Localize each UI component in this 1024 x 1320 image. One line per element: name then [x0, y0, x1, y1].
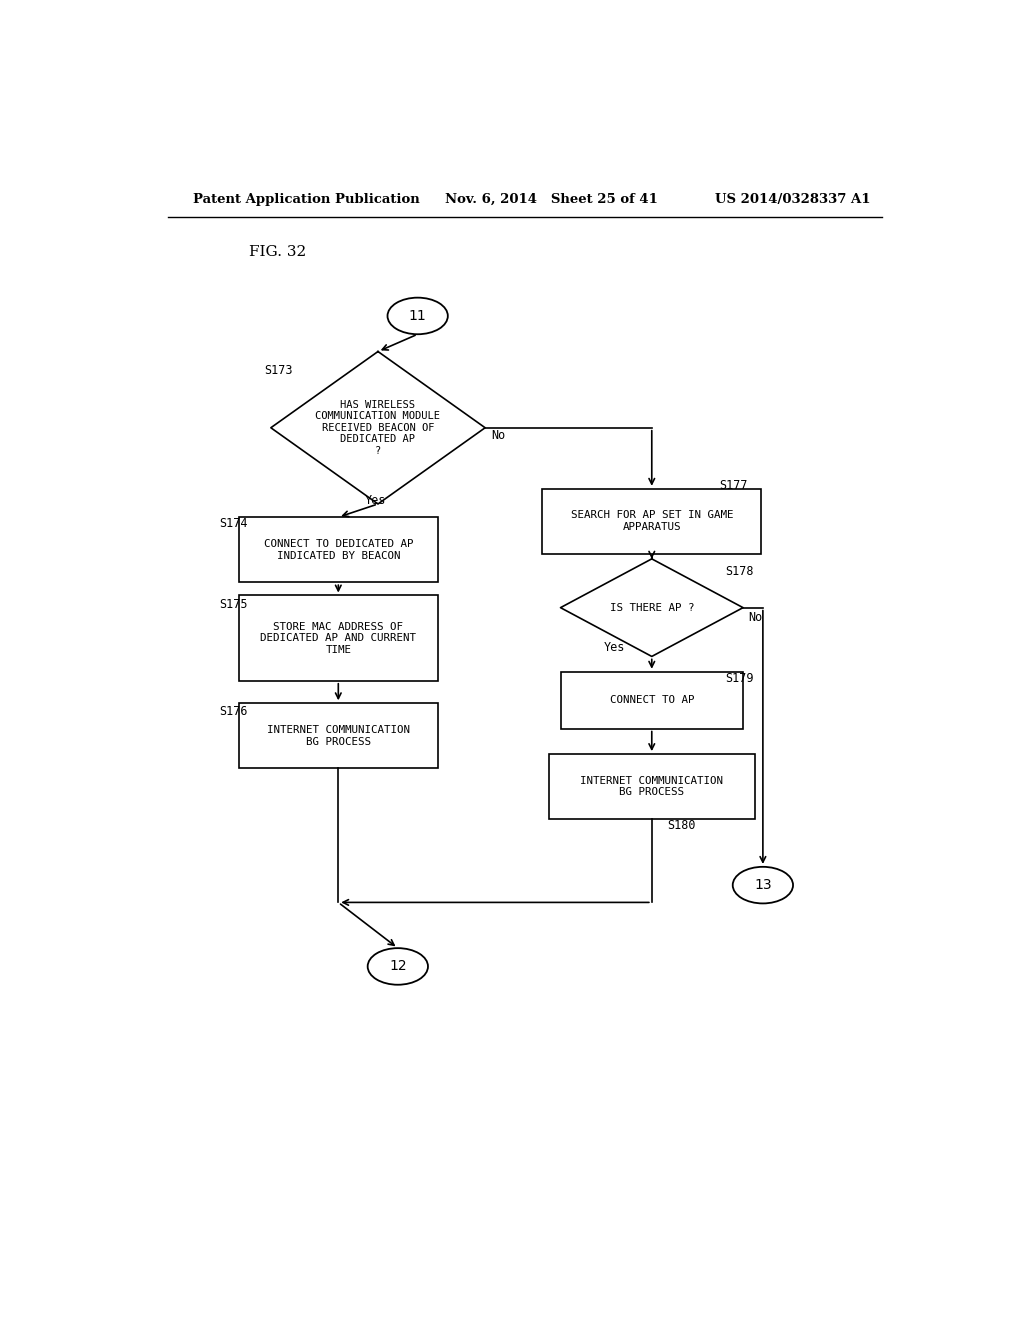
Text: S173: S173	[264, 364, 293, 378]
Bar	[240, 517, 437, 582]
Text: S178: S178	[725, 565, 754, 578]
Bar	[543, 488, 761, 554]
Bar	[240, 704, 437, 768]
Text: S180: S180	[668, 820, 696, 832]
Text: HAS WIRELESS
COMMUNICATION MODULE
RECEIVED BEACON OF
DEDICATED AP
?: HAS WIRELESS COMMUNICATION MODULE RECEIV…	[315, 400, 440, 455]
Bar	[549, 754, 755, 818]
Text: INTERNET COMMUNICATION
BG PROCESS: INTERNET COMMUNICATION BG PROCESS	[267, 725, 410, 747]
Bar	[240, 595, 437, 681]
Text: Patent Application Publication: Patent Application Publication	[194, 193, 420, 206]
Text: SEARCH FOR AP SET IN GAME
APPARATUS: SEARCH FOR AP SET IN GAME APPARATUS	[570, 511, 733, 532]
Text: S174: S174	[219, 517, 248, 531]
Text: Yes: Yes	[604, 642, 626, 655]
Text: CONNECT TO DEDICATED AP
INDICATED BY BEACON: CONNECT TO DEDICATED AP INDICATED BY BEA…	[263, 539, 413, 561]
Text: No: No	[492, 429, 506, 442]
Text: IS THERE AP ?: IS THERE AP ?	[609, 603, 694, 612]
Text: S177: S177	[719, 479, 748, 492]
Text: Nov. 6, 2014   Sheet 25 of 41: Nov. 6, 2014 Sheet 25 of 41	[445, 193, 658, 206]
Text: 12: 12	[389, 960, 407, 973]
Text: 11: 11	[409, 309, 427, 323]
Text: US 2014/0328337 A1: US 2014/0328337 A1	[715, 193, 870, 206]
Text: S176: S176	[219, 705, 248, 718]
Text: INTERNET COMMUNICATION
BG PROCESS: INTERNET COMMUNICATION BG PROCESS	[581, 776, 723, 797]
Text: S179: S179	[725, 672, 754, 685]
Text: FIG. 32: FIG. 32	[249, 246, 306, 259]
Text: STORE MAC ADDRESS OF
DEDICATED AP AND CURRENT
TIME: STORE MAC ADDRESS OF DEDICATED AP AND CU…	[260, 622, 417, 655]
Text: S175: S175	[219, 598, 248, 611]
Text: 13: 13	[754, 878, 772, 892]
Text: CONNECT TO AP: CONNECT TO AP	[609, 696, 694, 705]
Text: No: No	[749, 611, 763, 624]
Bar	[560, 672, 743, 729]
Text: Yes: Yes	[365, 494, 386, 507]
